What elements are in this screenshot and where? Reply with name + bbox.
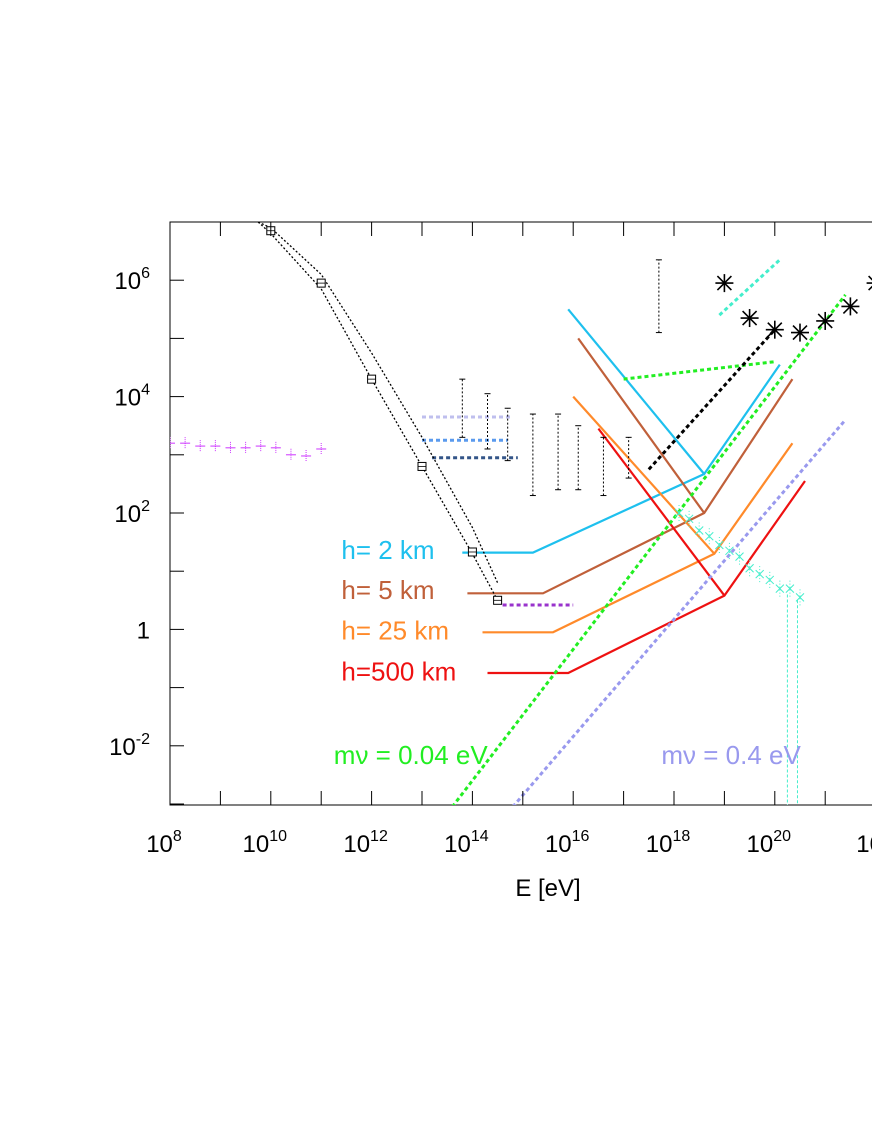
series-h-25-km-upper-branch- bbox=[572, 395, 716, 555]
plus-marker bbox=[255, 440, 266, 453]
cross-marker bbox=[795, 589, 805, 606]
cross-marker bbox=[745, 560, 754, 577]
asterisk-marker bbox=[866, 275, 872, 291]
asterisk-stroke bbox=[868, 275, 872, 281]
cross-stroke bbox=[684, 514, 694, 524]
series-h-5-km-upper-branch- bbox=[577, 337, 706, 514]
asterisk-marker bbox=[765, 320, 784, 339]
cross-marker bbox=[775, 580, 785, 597]
annotation-label: h=500 km bbox=[341, 656, 456, 686]
cross-marker bbox=[694, 522, 704, 539]
ticks-layer: 108 1010 1012 1014 1016 1018 1020 10 106 104 102 1 1… bbox=[109, 221, 872, 858]
cross-stroke bbox=[765, 575, 775, 585]
series-h-2-km bbox=[462, 363, 781, 554]
asterisk-stroke bbox=[792, 325, 808, 341]
x-tick-label: 1018 bbox=[646, 828, 691, 858]
asterisk-marker bbox=[715, 274, 734, 293]
series-h-2-km-upper-branch- bbox=[567, 308, 706, 475]
annotation-label: h= 25 km bbox=[341, 616, 449, 646]
x-tick-label: 1020 bbox=[747, 828, 792, 858]
x-tick-label: 1010 bbox=[243, 828, 288, 858]
cross-stroke bbox=[785, 584, 795, 594]
x-tick-label: 1014 bbox=[444, 828, 489, 858]
error-bar bbox=[575, 425, 582, 491]
annotation-label: mν = 0.4 eV bbox=[661, 740, 801, 770]
x-tick-label: 1012 bbox=[343, 828, 388, 858]
asterisk-stroke bbox=[817, 313, 833, 329]
asterisk-marker bbox=[791, 323, 809, 342]
cross-marker bbox=[684, 510, 694, 527]
plus-marker bbox=[195, 440, 206, 453]
cross-marker bbox=[715, 537, 724, 554]
cross-stroke bbox=[755, 569, 765, 579]
y-tick-label: 1 bbox=[137, 617, 150, 644]
asterisk-marker bbox=[740, 309, 759, 328]
plus-marker bbox=[225, 441, 236, 454]
error-bar bbox=[504, 407, 511, 462]
annotations-layer: h= 2 km h= 5 km h= 25 km h=500 km mν = 0.04 … bbox=[334, 535, 802, 770]
series-h-500-km bbox=[487, 480, 806, 675]
cross-marker bbox=[704, 528, 714, 545]
cross-stroke bbox=[775, 584, 785, 594]
annotation-label: mν = 0.04 eV bbox=[334, 740, 489, 770]
cross-stroke bbox=[725, 546, 734, 556]
cross-marker bbox=[755, 566, 765, 583]
y-tick-label: 104 bbox=[114, 382, 150, 412]
plus-marker bbox=[270, 441, 281, 454]
y-tick-label: 106 bbox=[114, 265, 150, 295]
asterisk-stroke bbox=[742, 310, 758, 326]
plus-marker bbox=[240, 441, 251, 454]
y-tick-label: 102 bbox=[114, 498, 150, 528]
x-tick-label: 10 bbox=[856, 831, 872, 858]
x-axis-title: E [eV] bbox=[515, 875, 580, 902]
x-tick-label: 108 bbox=[146, 828, 182, 858]
plus-marker bbox=[316, 442, 327, 455]
series-h-500-km-upper-branch- bbox=[597, 427, 726, 597]
series-h-5-km bbox=[467, 378, 794, 595]
error-bar bbox=[529, 413, 536, 497]
error-bar bbox=[655, 259, 662, 334]
y-tick-label: 10-2 bbox=[109, 731, 150, 761]
series-green-dashed-segment bbox=[623, 360, 775, 381]
asterisk-marker bbox=[841, 297, 860, 316]
error-bar bbox=[625, 436, 632, 479]
series-m-0-4-ev bbox=[512, 418, 847, 805]
plus-marker bbox=[285, 448, 296, 461]
asterisk-marker bbox=[816, 311, 835, 330]
series-black-dashed-segment bbox=[647, 328, 776, 471]
cross-stroke bbox=[674, 508, 684, 518]
x-tick-label: 1016 bbox=[545, 828, 590, 858]
cross-stroke bbox=[745, 563, 754, 573]
error-bar bbox=[555, 413, 562, 491]
annotation-label: h= 2 km bbox=[341, 535, 434, 565]
cross-marker bbox=[674, 505, 684, 521]
asterisk-stroke bbox=[767, 322, 783, 338]
cross-stroke bbox=[795, 593, 805, 602]
cross-stroke bbox=[694, 526, 704, 535]
cross-stroke bbox=[704, 531, 714, 541]
cross-marker bbox=[725, 542, 734, 559]
error-bar bbox=[459, 378, 466, 438]
error-bar bbox=[484, 393, 491, 450]
series-black-dotted-curve-a bbox=[257, 222, 499, 584]
plus-marker bbox=[301, 449, 312, 462]
series-layer bbox=[257, 222, 847, 805]
error-bar bbox=[600, 436, 607, 497]
asterisk-stroke bbox=[868, 285, 872, 291]
asterisk-stroke bbox=[842, 298, 858, 314]
cross-marker bbox=[765, 571, 775, 588]
cross-stroke bbox=[715, 540, 724, 550]
series-m-0-04-ev bbox=[451, 293, 847, 805]
annotation-label: h= 5 km bbox=[341, 575, 434, 605]
plus-marker bbox=[170, 437, 175, 450]
points-layer bbox=[170, 226, 872, 805]
plus-marker bbox=[210, 440, 221, 453]
plus-marker bbox=[180, 437, 191, 450]
cross-marker bbox=[735, 548, 744, 565]
series-h-25-km bbox=[482, 442, 794, 634]
asterisk-stroke bbox=[716, 275, 732, 291]
cross-marker bbox=[785, 580, 795, 597]
cross-stroke bbox=[735, 552, 744, 562]
